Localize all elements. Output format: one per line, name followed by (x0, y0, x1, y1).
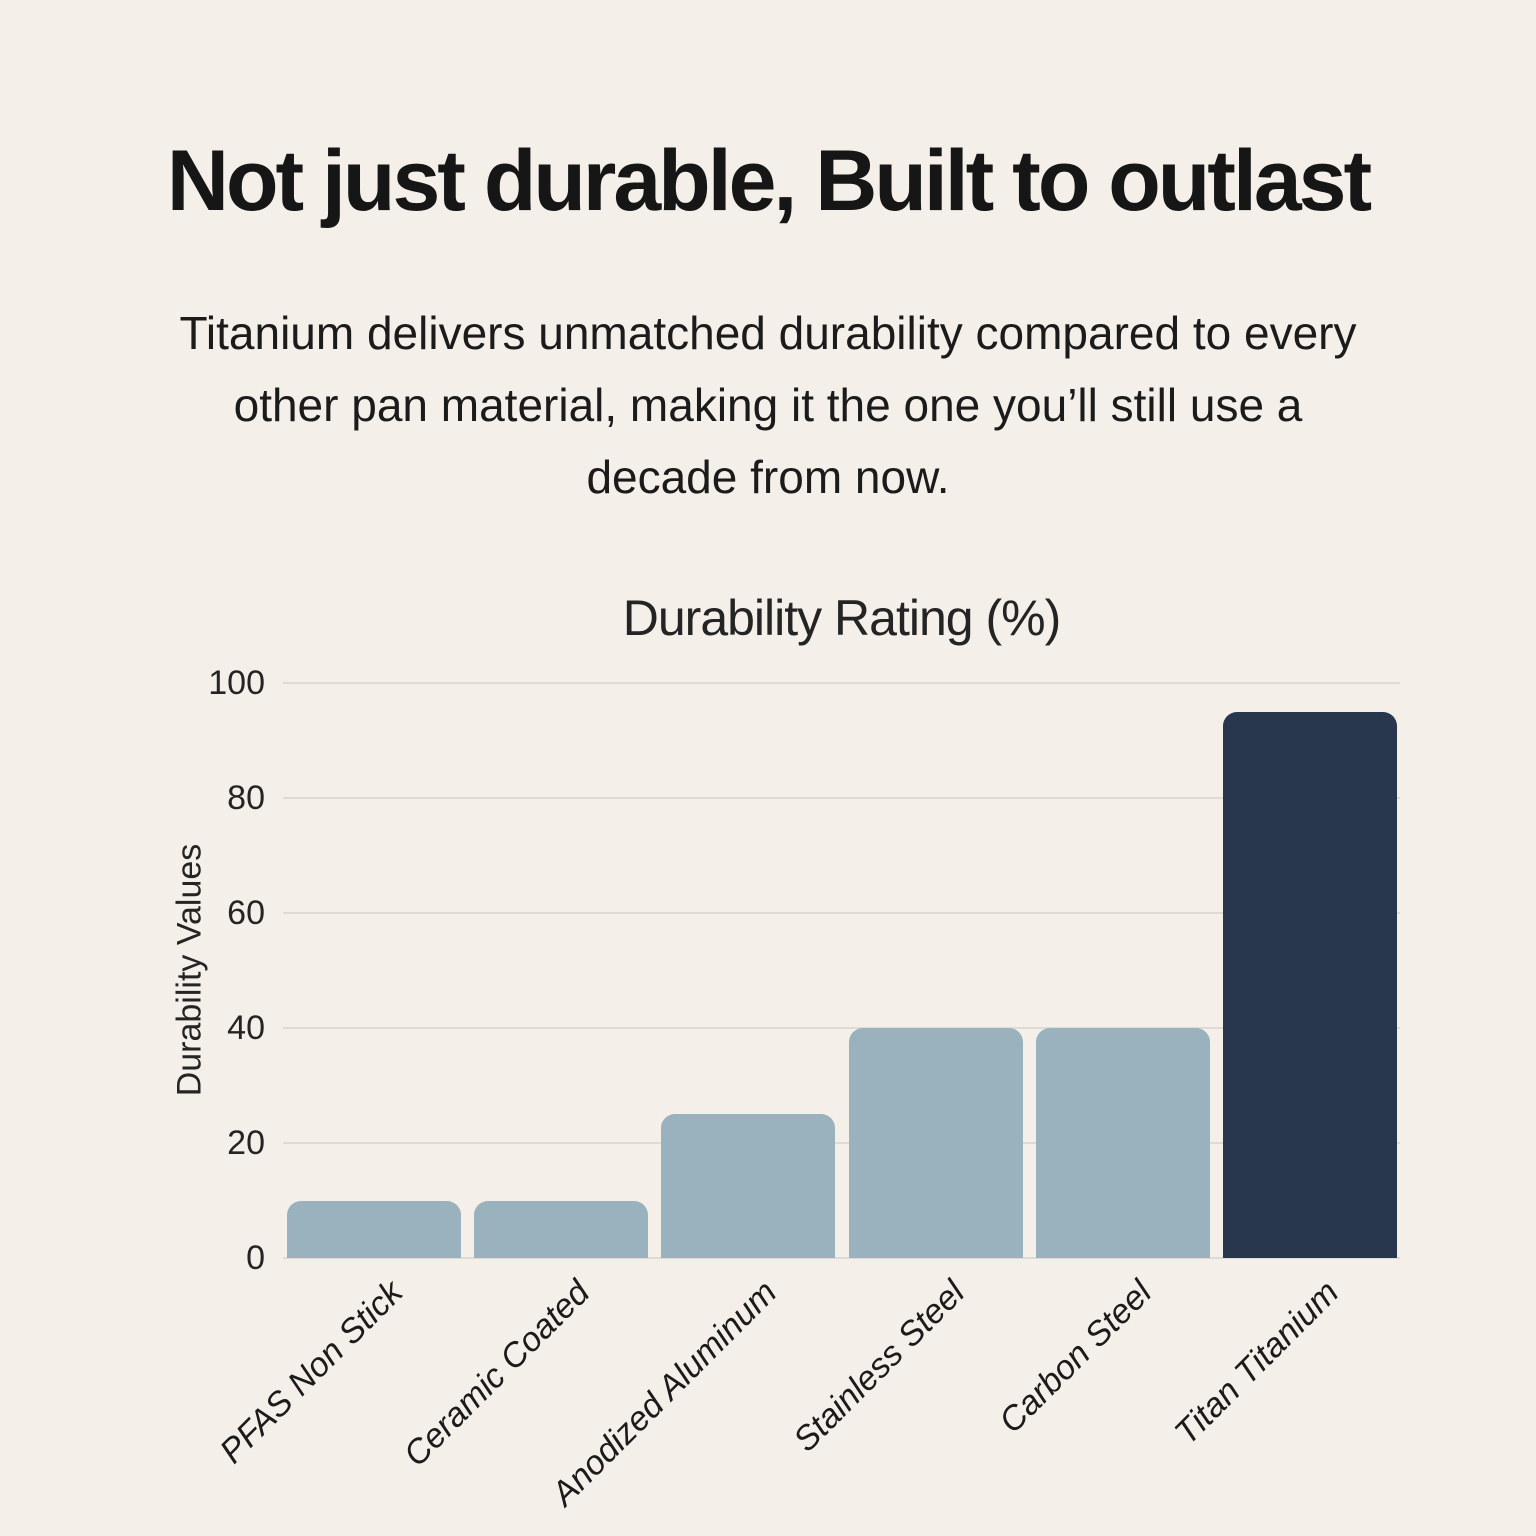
page-subtitle: Titanium delivers unmatched durability c… (68, 297, 1468, 513)
page-title: Not just durable, Built to outlast (166, 133, 1372, 229)
gridline (283, 912, 1400, 914)
y-tick-label: 80 (227, 779, 265, 817)
bar-titan-titanium (1223, 711, 1397, 1258)
chart-title: Durability Rating (%) (622, 590, 1061, 646)
page-subtitle-line: other pan material, making it the one yo… (233, 379, 1303, 431)
x-tick-label-titan-titanium: Titan Titanium (1167, 1273, 1347, 1453)
page-subtitle-line: Titanium delivers unmatched durability c… (179, 307, 1357, 359)
gridline (283, 682, 1400, 684)
gridline (283, 1257, 1400, 1259)
bar-anodized-aluminum (661, 1114, 836, 1258)
y-tick-label: 100 (208, 664, 265, 702)
gridline (283, 797, 1400, 799)
x-tick-label-stainless-steel: Stainless Steel (785, 1273, 972, 1460)
gridline (283, 1027, 1400, 1029)
gridline (283, 1142, 1400, 1144)
y-tick-label: 40 (227, 1009, 265, 1047)
page-subtitle-line: decade from now. (586, 451, 950, 503)
bar-pfas-non-stick (287, 1200, 461, 1258)
bar-ceramic-coated (474, 1200, 649, 1258)
y-tick-label: 60 (227, 894, 265, 932)
x-tick-label-pfas-non-stick: PFAS Non Stick (212, 1273, 411, 1471)
x-axis: PFAS Non Stick Ceramic Coated Anodized Alu… (213, 1258, 1400, 1536)
y-tick-label: 20 (227, 1124, 265, 1162)
x-tick-label-carbon-steel: Carbon Steel (991, 1273, 1159, 1441)
plot-area (283, 682, 1400, 1259)
x-tick-label-ceramic-coated: Ceramic Coated (396, 1273, 598, 1474)
bar-stainless-steel (848, 1028, 1023, 1258)
y-axis: 0 20 40 60 80 100 (0, 666, 265, 1275)
bar-carbon-steel (1035, 1028, 1210, 1258)
y-tick-label: 0 (246, 1239, 265, 1277)
